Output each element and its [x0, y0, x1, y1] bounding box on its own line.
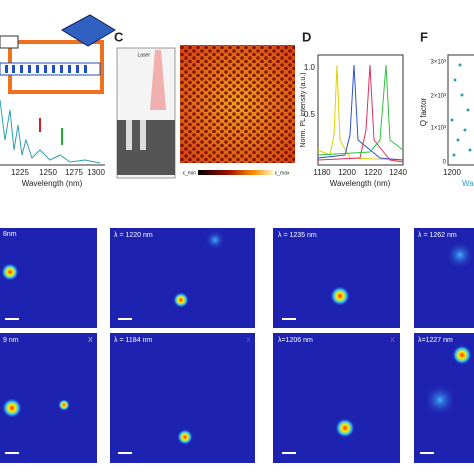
- q-plot: 3×10³ 2×10³ 1×10³ 0 1200 Wa Q factor: [419, 54, 474, 188]
- mode-mark: X: [390, 337, 395, 344]
- tick-label: 1.0: [304, 63, 316, 72]
- colorbar: [198, 170, 273, 175]
- mode-mark: X: [246, 337, 251, 344]
- tick-label: 1225: [11, 168, 29, 177]
- tick-label: 1200: [338, 168, 356, 177]
- laser-label: Laser: [137, 52, 150, 58]
- map-label: λ = 1184 nm: [114, 337, 152, 344]
- colorbar-min: ε_min: [183, 170, 196, 176]
- schematic-a: [0, 14, 116, 94]
- axis-label: Norm. PL intensity (a.u.): [300, 72, 307, 147]
- spectrum: 1225 1250 1275 1300 Wavelength (nm): [0, 99, 105, 188]
- tick-label: 1200: [443, 168, 461, 177]
- tick-label: 1180: [313, 168, 331, 177]
- tick-label: 1×10³: [430, 126, 446, 132]
- maps: 8nm λ = 1220 nm λ = 1235 nm λ = 1262 nm …: [0, 228, 474, 463]
- map-label: 8nm: [3, 231, 17, 238]
- tick-label: 0.5: [304, 110, 316, 119]
- map-label: λ = 1235 nm: [278, 232, 317, 239]
- tick-label: 2×10³: [430, 94, 446, 100]
- mode-mark: X: [88, 337, 93, 344]
- tick-label: 1250: [39, 168, 57, 177]
- axis-label: Wa: [462, 179, 474, 188]
- panel-label: F: [420, 29, 428, 44]
- tick-label: 1275: [65, 168, 83, 177]
- hex-holes: [180, 45, 295, 163]
- map-label: λ = 1220 nm: [114, 232, 153, 239]
- schematic-c: Laser: [116, 47, 176, 179]
- tick-label: 1300: [87, 168, 105, 177]
- axis-label: Wavelength (nm): [22, 179, 83, 188]
- axis-label: Wavelength (nm): [330, 179, 391, 188]
- panel-label: D: [302, 29, 311, 44]
- map-label: 9 nm: [3, 337, 19, 344]
- map-label: λ=1206 nm: [278, 337, 313, 344]
- tick-label: 3×10³: [430, 60, 446, 66]
- tick-label: 1220: [364, 168, 382, 177]
- tick-label: 1240: [389, 168, 407, 177]
- map-label: λ = 1262 nm: [418, 232, 457, 239]
- colorbar-max: ε_max: [275, 170, 290, 176]
- map-label: λ=1227 nm: [418, 337, 453, 344]
- axis-label: Q factor: [419, 97, 428, 126]
- tick-label: 0: [443, 160, 447, 166]
- panel-label: C: [114, 29, 124, 44]
- pl-plot: 1.0 0.5 1180 1200 1220 1240 Wavelength (…: [300, 54, 407, 188]
